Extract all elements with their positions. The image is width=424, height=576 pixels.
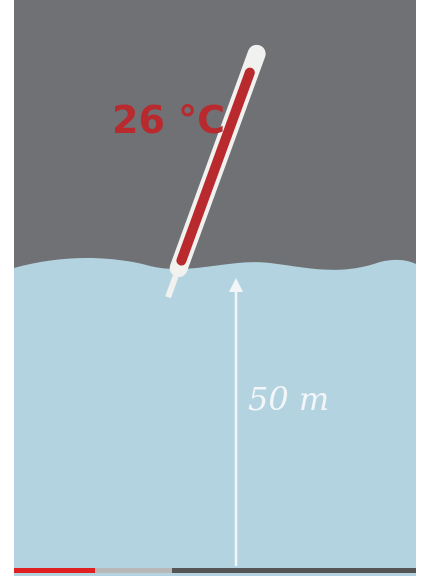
depth-label: 50 m (248, 380, 329, 418)
thermometer (165, 44, 266, 299)
arrow-head-top (229, 278, 243, 292)
temperature-label: 26 °C (112, 98, 225, 142)
progress-played (14, 568, 95, 573)
thermometer-tip (165, 275, 179, 299)
progress-track[interactable] (14, 568, 416, 573)
water (14, 257, 416, 576)
thermometer-mercury (176, 67, 255, 266)
progress-buffer (95, 568, 172, 573)
